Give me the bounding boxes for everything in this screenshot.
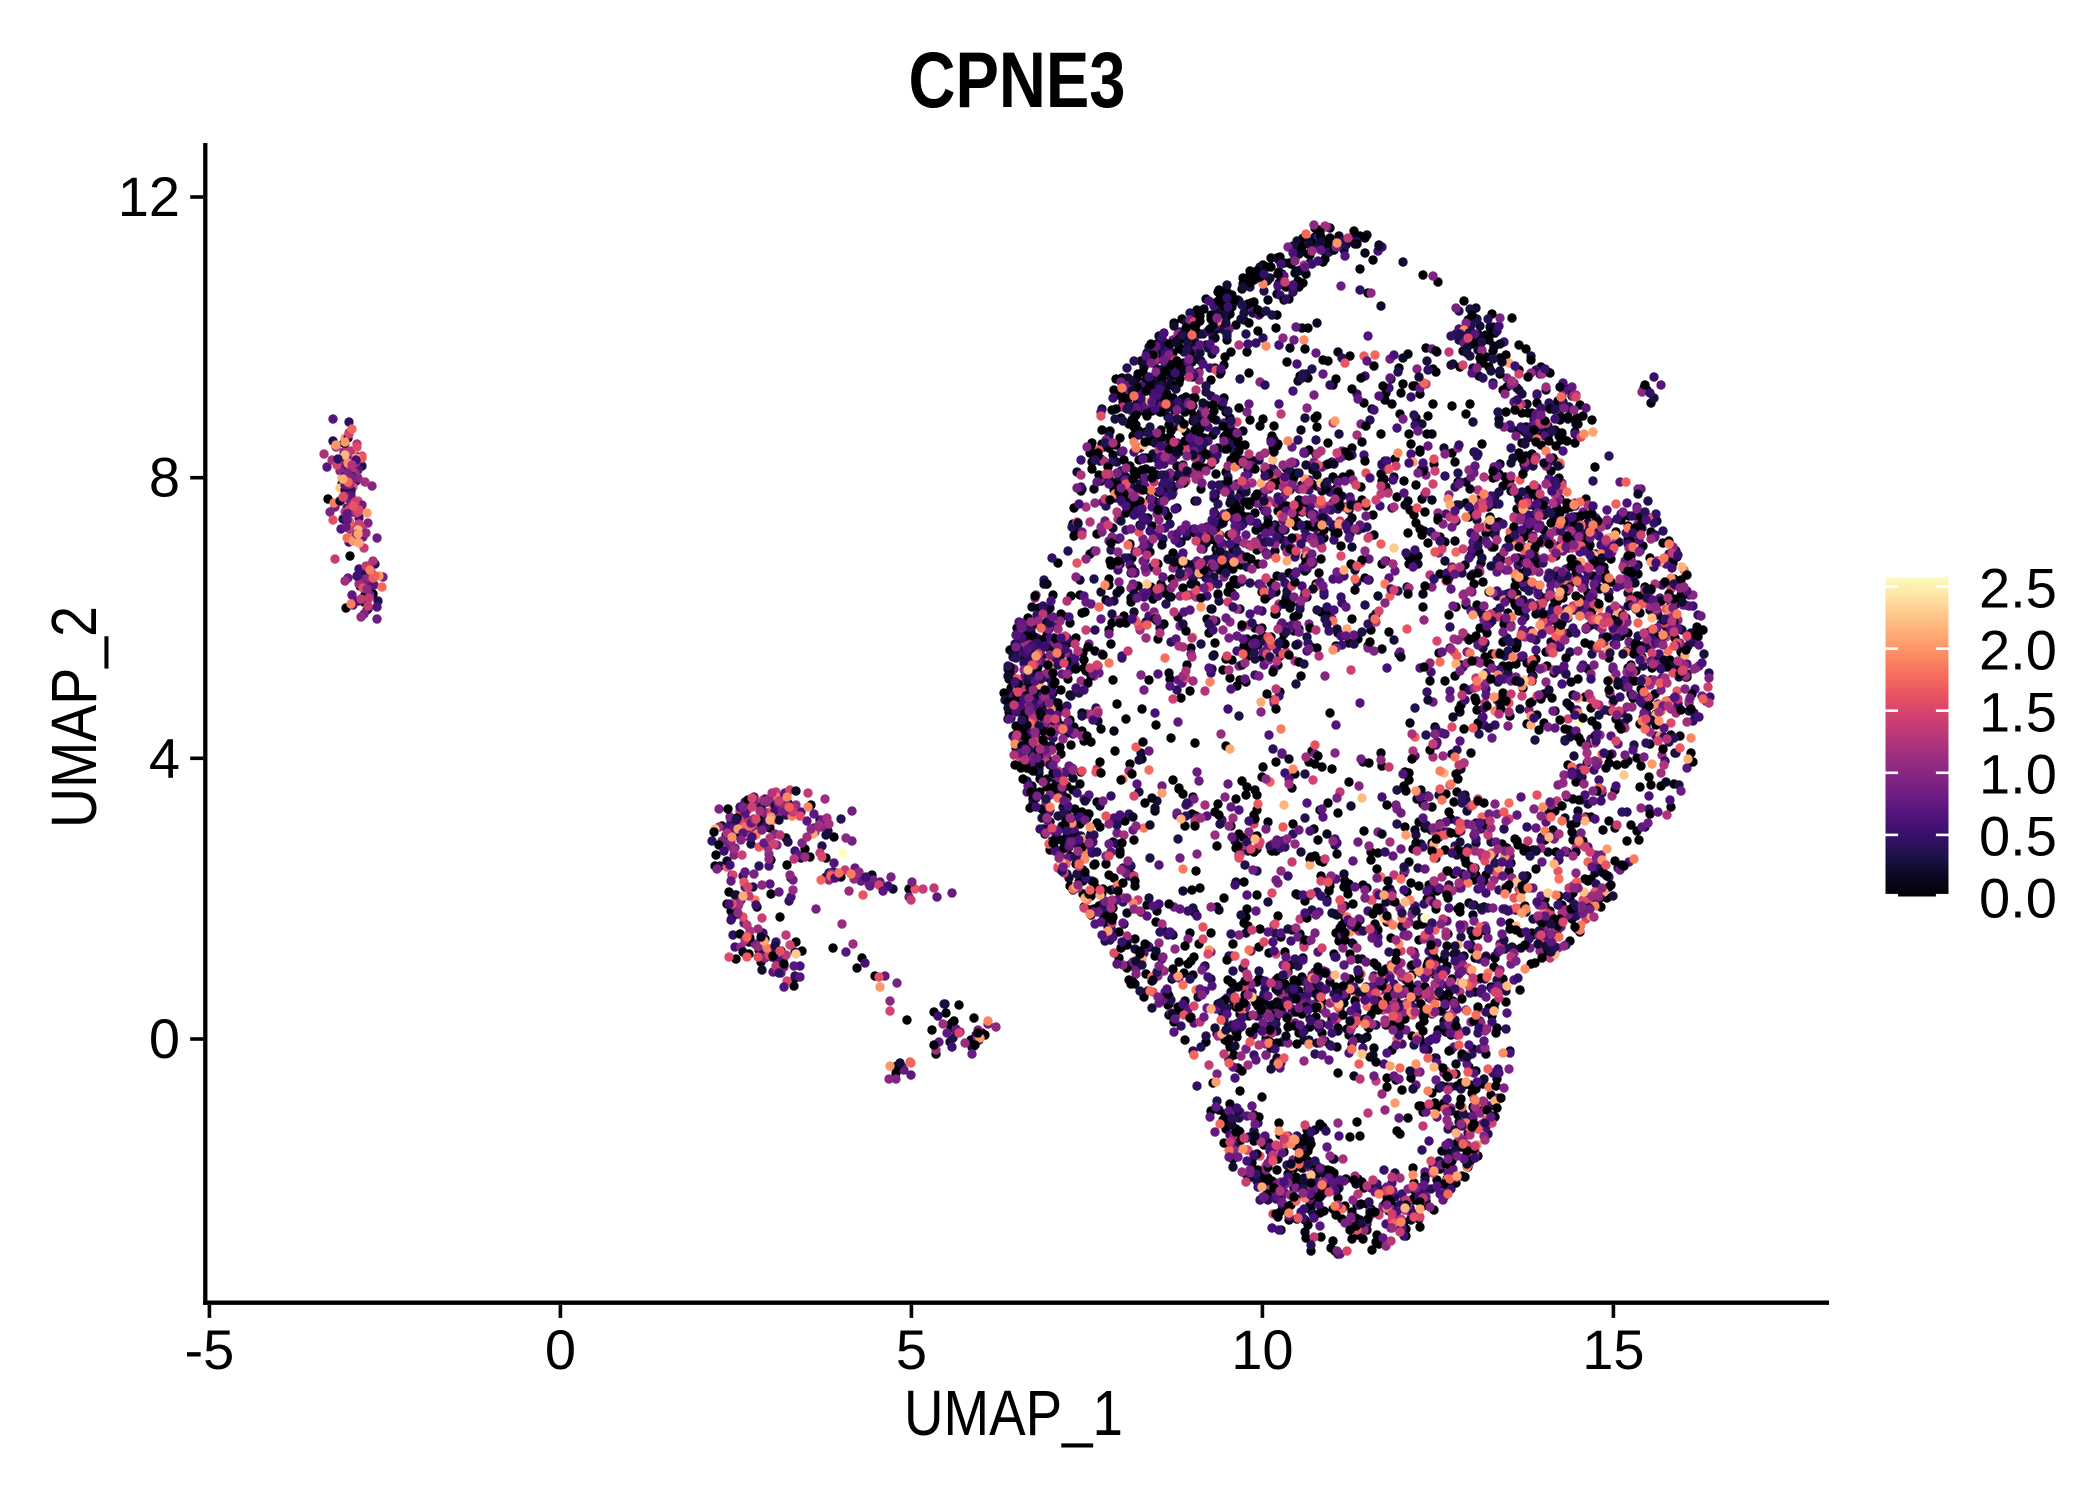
svg-text:8: 8 xyxy=(149,446,180,509)
svg-text:CPNE3: CPNE3 xyxy=(909,35,1126,124)
svg-text:4: 4 xyxy=(149,726,180,789)
svg-text:0.5: 0.5 xyxy=(1979,804,2057,867)
svg-text:10: 10 xyxy=(1231,1318,1293,1381)
svg-text:12: 12 xyxy=(118,165,180,228)
svg-text:1.5: 1.5 xyxy=(1979,680,2057,743)
svg-text:15: 15 xyxy=(1582,1318,1644,1381)
svg-text:-5: -5 xyxy=(185,1318,235,1381)
svg-text:UMAP_1: UMAP_1 xyxy=(904,1377,1123,1449)
svg-text:2.5: 2.5 xyxy=(1979,556,2057,619)
svg-text:5: 5 xyxy=(896,1318,927,1381)
svg-text:0: 0 xyxy=(545,1318,576,1381)
svg-text:1.0: 1.0 xyxy=(1979,742,2057,805)
svg-text:0: 0 xyxy=(149,1007,180,1070)
svg-text:UMAP_2: UMAP_2 xyxy=(38,606,110,828)
svg-text:2.0: 2.0 xyxy=(1979,618,2057,681)
svg-text:0.0: 0.0 xyxy=(1979,866,2057,929)
